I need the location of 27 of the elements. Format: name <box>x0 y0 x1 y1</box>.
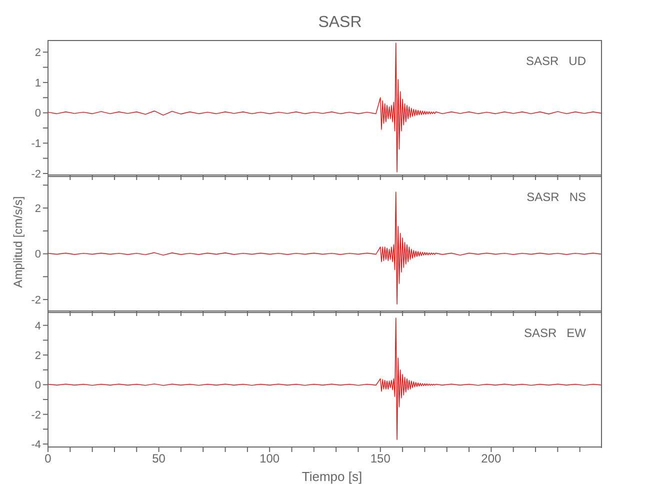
annotation: SASR UD <box>526 54 586 68</box>
x-tick-label: 150 <box>370 452 391 466</box>
x-tick-label: 100 <box>260 452 280 466</box>
annotation: SASR EW <box>524 326 586 340</box>
y-tick-label: 2 <box>34 202 41 215</box>
x-tick-label: 200 <box>481 452 502 466</box>
x-axis-title: Tiempo [s] <box>300 469 364 484</box>
y-tick-label: -4 <box>31 438 41 451</box>
y-tick-label: -2 <box>31 294 41 306</box>
y-tick-label: -2 <box>31 168 41 180</box>
y-tick-label: -2 <box>31 409 41 422</box>
y-axis-title: Amplitud [cm/s/s] <box>11 194 25 290</box>
annotation: SASR NS <box>526 190 586 204</box>
y-tick-label: 0 <box>34 248 41 261</box>
x-tick-label: 0 <box>44 452 52 466</box>
y-tick-label: -1 <box>31 138 41 150</box>
y-tick-label: 1 <box>34 77 41 90</box>
line-series <box>48 42 602 172</box>
x-tick-label: 50 <box>152 452 166 466</box>
line-series <box>48 192 602 304</box>
chart-title: SASR <box>317 13 363 33</box>
y-tick-label: 0 <box>34 108 41 120</box>
y-tick-label: 0 <box>34 380 41 392</box>
line-series <box>48 318 602 440</box>
y-tick-label: 2 <box>34 350 41 362</box>
y-tick-label: 2 <box>34 47 41 60</box>
y-tick-label: 4 <box>34 320 41 332</box>
